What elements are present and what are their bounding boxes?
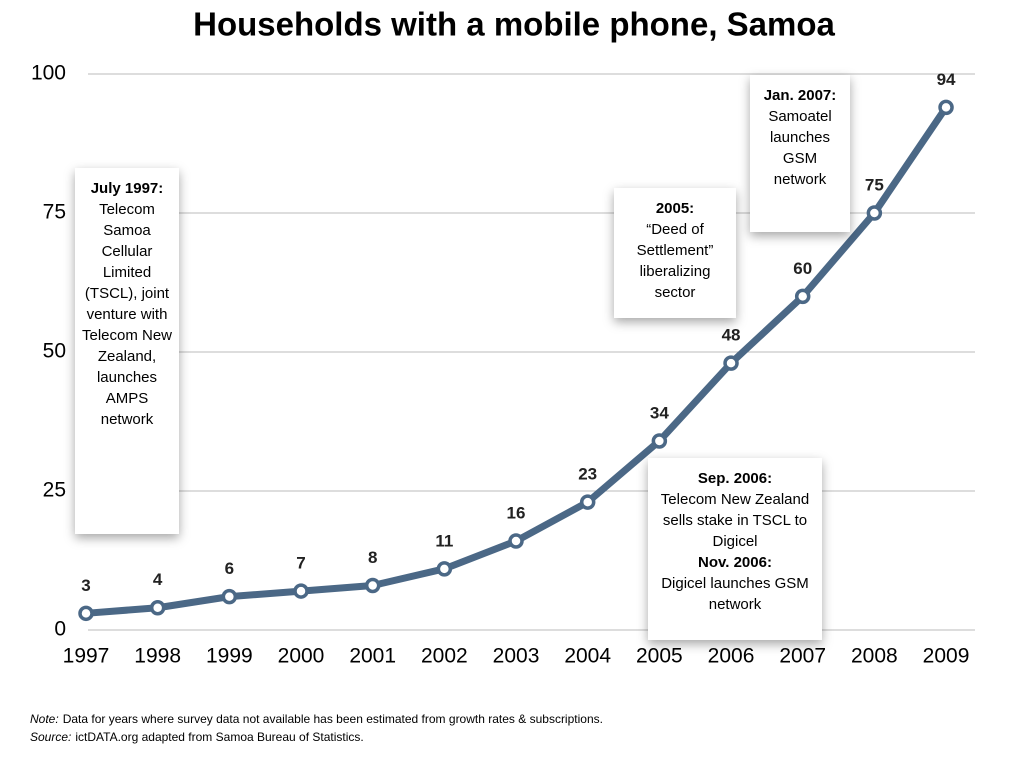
data-point — [938, 99, 954, 116]
data-point — [723, 355, 739, 371]
x-tick-label: 2004 — [564, 645, 611, 668]
data-point — [149, 600, 166, 616]
footnote: Source: ictDATA.org adapted from Samoa Bu… — [30, 730, 364, 744]
value-label: 8 — [368, 548, 377, 567]
data-point — [579, 494, 596, 510]
x-tick-label: 2007 — [779, 645, 826, 668]
annotation-text: Telecom Samoa Cellular Limited (TSCL), j… — [81, 201, 173, 428]
value-label: 60 — [793, 259, 812, 278]
data-point — [651, 433, 668, 449]
annotation-text: Samoatel launches GSM network — [768, 108, 832, 188]
x-tick-label: 2009 — [923, 645, 970, 668]
annotation-text: Digicel launches GSM network — [661, 575, 809, 613]
annotation-heading: Sep. 2006: — [697, 470, 773, 487]
data-point — [221, 588, 238, 605]
annotation-text: “Deed of Settlement” liberalizing sector — [636, 221, 714, 301]
annotation-heading: July 1997: — [90, 180, 164, 197]
x-tick-label: 1998 — [134, 645, 181, 668]
data-point — [866, 205, 883, 221]
annotation-heading: Nov. 2006: — [698, 554, 772, 571]
footnote-label: Source: — [30, 730, 72, 744]
value-label: 4 — [153, 570, 163, 589]
value-label: 11 — [435, 531, 453, 550]
footnote-text: Data for years where survey data not ava… — [62, 712, 603, 726]
annotation-heading: 2005: — [655, 200, 695, 217]
annotation: July 1997: Telecom Samoa Cellular Limited… — [75, 168, 179, 534]
x-tick-label: 1997 — [63, 645, 110, 668]
footnote-text: ictDATA.org adapted from Samoa Bureau of… — [75, 730, 364, 744]
annotation-text: Telecom New Zealand sells stake in TSCL … — [660, 491, 810, 550]
value-label: 7 — [296, 554, 305, 573]
x-tick-label: 1999 — [206, 645, 253, 668]
x-tick-label: 2000 — [278, 645, 325, 668]
footnote: Note: Data for years where survey data no… — [30, 712, 603, 726]
data-point — [364, 577, 381, 594]
annotation: 2005: “Deed of Settlement” liberalizing s… — [614, 188, 736, 318]
x-tick-label: 2005 — [636, 645, 683, 668]
value-label: 16 — [507, 504, 526, 523]
x-tick-label: 2002 — [421, 645, 468, 668]
y-tick-label: 50 — [43, 340, 66, 363]
data-point — [794, 288, 811, 305]
value-label: 34 — [650, 403, 669, 422]
x-tick-label: 2006 — [708, 645, 755, 668]
data-point — [508, 533, 524, 549]
value-label: 48 — [722, 326, 741, 345]
annotation-heading: Jan. 2007: — [763, 87, 837, 104]
value-label: 23 — [578, 465, 597, 484]
chart-title: Households with a mobile phone, Samoa — [193, 6, 835, 43]
x-tick-label: 2001 — [349, 645, 396, 668]
y-tick-label: 100 — [31, 62, 66, 85]
y-tick-label: 75 — [43, 201, 66, 224]
footnote-label: Note: — [30, 712, 59, 726]
value-label: 3 — [81, 576, 90, 595]
x-tick-label: 2008 — [851, 645, 898, 668]
value-label: 6 — [225, 559, 234, 578]
annotation: Jan. 2007: Samoatel launches GSM network — [750, 75, 850, 232]
value-label: 94 — [937, 70, 956, 89]
data-point — [436, 561, 453, 577]
y-tick-label: 0 — [54, 618, 66, 641]
x-tick-label: 2003 — [493, 645, 540, 668]
annotation: Sep. 2006: Telecom New Zealand sells stak… — [648, 458, 822, 640]
data-point — [78, 605, 94, 622]
data-point — [293, 583, 309, 599]
y-tick-label: 25 — [43, 479, 66, 502]
value-label: 75 — [865, 175, 884, 194]
